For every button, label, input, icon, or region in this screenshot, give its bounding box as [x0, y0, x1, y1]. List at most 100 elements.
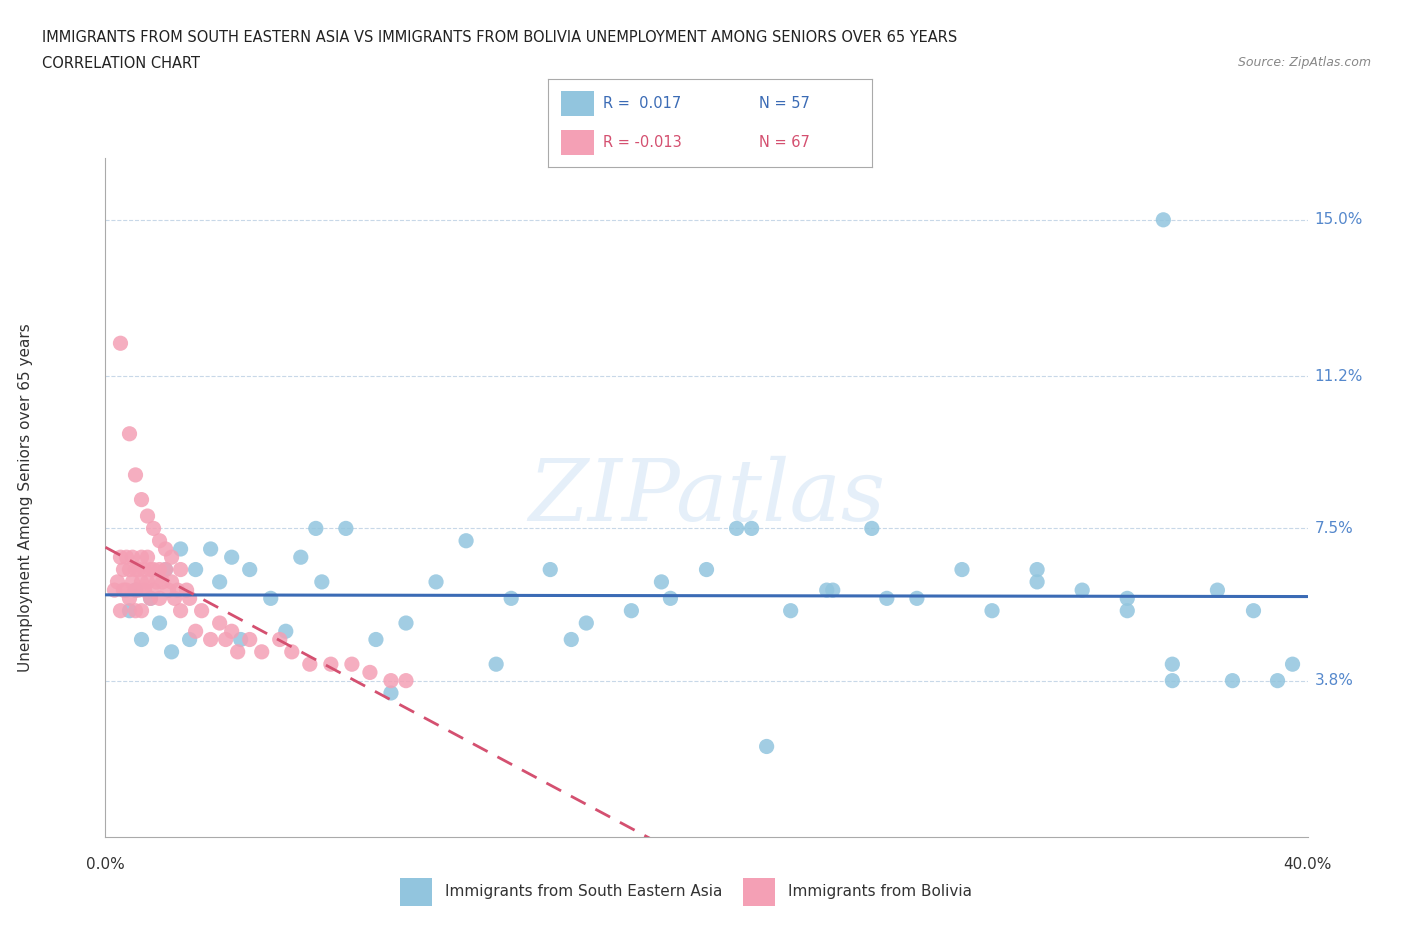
- Point: [136, 575, 159, 590]
- Point: [779, 604, 801, 618]
- Point: [131, 604, 153, 618]
- Point: [110, 336, 132, 351]
- Point: [395, 616, 418, 631]
- Point: [142, 521, 165, 536]
- Text: R = -0.013: R = -0.013: [603, 135, 682, 150]
- Point: [118, 562, 141, 577]
- Point: [118, 604, 141, 618]
- Point: [136, 509, 159, 524]
- Point: [124, 468, 146, 483]
- Point: [160, 550, 183, 565]
- Point: [359, 665, 381, 680]
- Point: [1267, 673, 1289, 688]
- Point: [311, 575, 333, 590]
- Point: [560, 632, 582, 647]
- Point: [148, 616, 170, 631]
- Point: [155, 562, 177, 577]
- Point: [214, 632, 236, 647]
- Point: [239, 562, 262, 577]
- Bar: [742, 878, 775, 906]
- Point: [1222, 673, 1244, 688]
- Point: [124, 583, 146, 598]
- Bar: [401, 878, 433, 906]
- Point: [176, 583, 198, 598]
- Point: [501, 591, 523, 605]
- Point: [1116, 591, 1139, 605]
- Point: [134, 562, 156, 577]
- Bar: [561, 91, 593, 116]
- Point: [395, 673, 418, 688]
- Point: [380, 685, 402, 700]
- Point: [239, 632, 262, 647]
- Text: Unemployment Among Seniors over 65 years: Unemployment Among Seniors over 65 years: [18, 324, 32, 671]
- Point: [298, 657, 321, 671]
- Point: [821, 583, 844, 598]
- Point: [229, 632, 252, 647]
- Bar: [561, 130, 593, 155]
- Point: [575, 616, 598, 631]
- Point: [112, 562, 135, 577]
- Point: [107, 575, 129, 590]
- Point: [166, 583, 188, 598]
- Point: [454, 533, 477, 548]
- Text: 0.0%: 0.0%: [86, 857, 125, 872]
- Point: [131, 575, 153, 590]
- Point: [1026, 575, 1049, 590]
- Text: 11.2%: 11.2%: [1315, 368, 1362, 384]
- Point: [169, 604, 191, 618]
- Point: [659, 591, 682, 605]
- Text: 7.5%: 7.5%: [1315, 521, 1354, 536]
- Point: [128, 562, 150, 577]
- Point: [139, 591, 162, 605]
- Point: [110, 550, 132, 565]
- Point: [155, 541, 177, 556]
- Text: 40.0%: 40.0%: [1284, 857, 1331, 872]
- Point: [103, 583, 125, 598]
- Text: CORRELATION CHART: CORRELATION CHART: [42, 56, 200, 71]
- Point: [1116, 604, 1139, 618]
- Point: [184, 624, 207, 639]
- Point: [112, 583, 135, 598]
- Point: [142, 583, 165, 598]
- Point: [131, 492, 153, 507]
- Point: [157, 583, 180, 598]
- Point: [620, 604, 643, 618]
- Point: [815, 583, 838, 598]
- Point: [755, 739, 778, 754]
- Point: [208, 575, 231, 590]
- Point: [269, 632, 291, 647]
- Point: [115, 583, 138, 598]
- Point: [208, 616, 231, 631]
- Point: [1071, 583, 1094, 598]
- Text: Source: ZipAtlas.com: Source: ZipAtlas.com: [1237, 56, 1371, 69]
- Point: [190, 604, 212, 618]
- Point: [226, 644, 249, 659]
- Point: [131, 550, 153, 565]
- Point: [155, 562, 177, 577]
- Point: [160, 575, 183, 590]
- Point: [124, 562, 146, 577]
- Text: IMMIGRANTS FROM SOUTH EASTERN ASIA VS IMMIGRANTS FROM BOLIVIA UNEMPLOYMENT AMONG: IMMIGRANTS FROM SOUTH EASTERN ASIA VS IM…: [42, 30, 957, 45]
- Point: [139, 562, 162, 577]
- Text: 15.0%: 15.0%: [1315, 212, 1362, 227]
- Point: [118, 591, 141, 605]
- Point: [876, 591, 898, 605]
- Point: [110, 604, 132, 618]
- Point: [179, 632, 201, 647]
- Point: [221, 550, 243, 565]
- Point: [145, 575, 167, 590]
- Point: [169, 541, 191, 556]
- Point: [1281, 657, 1303, 671]
- Point: [148, 562, 170, 577]
- Point: [200, 541, 222, 556]
- Point: [179, 591, 201, 605]
- Point: [148, 591, 170, 605]
- Point: [319, 657, 342, 671]
- Point: [335, 521, 357, 536]
- Point: [281, 644, 304, 659]
- Point: [696, 562, 718, 577]
- Point: [1206, 583, 1229, 598]
- Text: ZIPatlas: ZIPatlas: [527, 457, 886, 538]
- Point: [160, 644, 183, 659]
- Point: [725, 521, 748, 536]
